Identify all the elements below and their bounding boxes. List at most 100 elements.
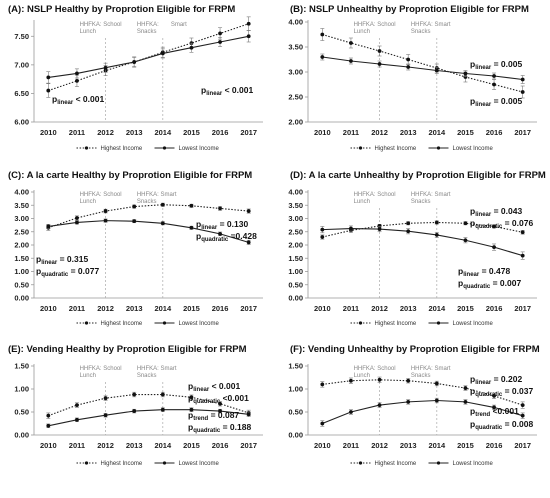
p-subscript: quadratic	[475, 224, 503, 230]
p-symbol: p	[201, 85, 206, 95]
p-subscript: quadratic	[41, 272, 69, 278]
p-subscript: quadratic	[201, 237, 229, 243]
data-point	[377, 403, 382, 407]
y-tick-label: 6.50	[14, 89, 29, 98]
p-value: = 0.076	[502, 218, 533, 228]
x-tick-label: 2016	[486, 128, 503, 137]
data-point	[434, 220, 439, 225]
data-point	[349, 378, 353, 383]
data-point	[218, 206, 222, 211]
data-point	[492, 245, 496, 250]
p-symbol: p	[470, 218, 475, 228]
p-subscript: linear	[475, 212, 492, 218]
policy-annotation: Lunch	[354, 29, 370, 35]
x-tick-label: 2016	[212, 441, 229, 450]
x-tick-label: 2010	[40, 441, 57, 450]
data-point	[406, 57, 411, 62]
data-point	[520, 403, 525, 407]
data-point	[320, 32, 325, 37]
legend-label: Lowest Income	[453, 461, 494, 467]
p-symbol: p	[188, 393, 193, 403]
y-tick-label: 1.00	[14, 385, 29, 394]
series-line	[322, 221, 523, 238]
data-point	[189, 45, 194, 50]
y-tick-label: 6.00	[14, 118, 29, 127]
p-symbol: p	[458, 266, 463, 276]
y-tick-label: 0.50	[14, 408, 29, 417]
y-tick-label: 3.50	[14, 201, 29, 210]
data-point	[75, 78, 79, 83]
data-point	[46, 75, 51, 80]
data-point	[492, 224, 496, 229]
x-tick-label: 2016	[212, 128, 229, 137]
data-point	[406, 399, 411, 404]
p-subscript: quadratic	[475, 392, 503, 398]
data-point	[349, 226, 353, 231]
x-tick-label: 2017	[240, 441, 257, 450]
legend-label: Lowest Income	[453, 321, 494, 327]
p-value: < 0.001	[73, 94, 104, 104]
data-point	[520, 253, 525, 258]
policy-annotation: Lunch	[80, 29, 96, 35]
chart-title: (A): NSLP Healthy by Proprotion Eligible…	[8, 4, 235, 15]
x-tick-label: 2013	[400, 441, 417, 450]
policy-annotation: HHFKA: School	[80, 366, 122, 372]
x-tick-label: 2015	[457, 441, 474, 450]
y-tick-label: 1.50	[14, 362, 29, 371]
p-subscript: linear	[193, 387, 210, 393]
x-tick-label: 2013	[126, 304, 143, 313]
data-point	[160, 392, 165, 397]
legend-marker	[436, 321, 441, 325]
p-subscript: linear	[463, 272, 480, 278]
x-tick-label: 2012	[97, 441, 114, 450]
x-tick-label: 2014	[428, 128, 446, 137]
p-value: = 0.005	[491, 59, 522, 69]
y-tick-label: 4.00	[288, 188, 303, 197]
p-value: = 0.478	[479, 266, 510, 276]
y-tick-label: 0.00	[288, 431, 303, 440]
y-tick-label: 0.00	[14, 431, 29, 440]
data-point	[132, 204, 137, 209]
policy-annotation: HHFKA: Smart	[411, 192, 451, 198]
legend-label: Highest Income	[101, 461, 143, 467]
legend-label: Highest Income	[101, 146, 143, 152]
policy-annotation: Snacks	[137, 29, 157, 35]
x-tick-label: 2017	[240, 128, 257, 137]
y-tick-label: 3.00	[14, 214, 29, 223]
x-tick-label: 2012	[97, 304, 114, 313]
y-tick-label: 3.00	[288, 68, 303, 77]
chart-panel-3: (C): A la carte Healthy by Proprotion El…	[8, 170, 263, 327]
p-value: =0.428	[228, 231, 257, 241]
chart-title: (F): Vending Unhealthy by Proprotion Eli…	[290, 344, 540, 355]
y-tick-label: 1.00	[288, 267, 303, 276]
legend-marker	[84, 146, 89, 150]
chart-panel-6: (F): Vending Unhealthy by Proprotion Eli…	[288, 344, 539, 467]
policy-annotation: HHFKA: School	[354, 366, 396, 372]
p-value: = 0.130	[217, 219, 248, 229]
p-subscript: quadratic	[475, 425, 503, 431]
p-symbol: p	[470, 374, 475, 384]
data-point	[132, 60, 137, 64]
p-value-label: pquadratic <0.001	[188, 393, 249, 405]
policy-annotation: Snacks	[411, 199, 431, 205]
x-tick-label: 2010	[40, 128, 57, 137]
p-subscript: quadratic	[193, 399, 221, 405]
data-point	[160, 202, 165, 207]
p-symbol: p	[188, 381, 193, 391]
chart-panel-4: (D): A la carte Unhealthy by Proprotion …	[288, 170, 546, 327]
data-point	[75, 220, 79, 225]
x-tick-label: 2015	[183, 128, 200, 137]
data-point	[520, 90, 525, 94]
x-tick-label: 2012	[371, 441, 388, 450]
p-value-label: pquadratic = 0.007	[458, 278, 521, 290]
data-point	[406, 229, 411, 234]
data-point	[492, 82, 496, 87]
data-point	[160, 221, 165, 226]
policy-annotation: HHFKA: Smart	[411, 366, 451, 372]
x-tick-label: 2016	[486, 304, 503, 313]
p-subscript: linear	[475, 380, 492, 386]
legend-marker	[162, 461, 167, 465]
p-subscript: linear	[57, 100, 74, 106]
p-subscript: quadratic	[193, 428, 221, 434]
policy-annotation: Snacks	[137, 373, 157, 379]
